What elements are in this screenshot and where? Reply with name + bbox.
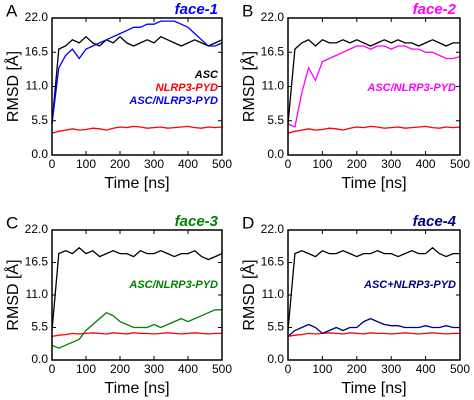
- y-tick-label: 5.5: [31, 113, 48, 127]
- x-tick-label: 0: [49, 157, 56, 171]
- x-axis-label: Time [ns]: [341, 380, 406, 397]
- y-tick-label: 0.0: [31, 147, 48, 161]
- y-tick-label: 5.5: [267, 320, 284, 334]
- x-tick-label: 400: [416, 157, 436, 171]
- y-tick-label: 0.0: [267, 147, 284, 161]
- panel-label: C: [6, 213, 18, 232]
- x-tick-label: 300: [144, 157, 164, 171]
- panel-label: A: [6, 1, 18, 20]
- series-line: [52, 20, 222, 124]
- x-tick-label: 400: [178, 362, 198, 376]
- x-tick-label: 400: [178, 157, 198, 171]
- x-tick-label: 0: [49, 362, 56, 376]
- y-tick-label: 0.0: [31, 352, 48, 366]
- x-tick-label: 500: [450, 362, 470, 376]
- legend-entry: ASC/NLRP3-PYD: [128, 95, 218, 107]
- x-tick-label: 300: [381, 362, 401, 376]
- chart-title: face-1: [175, 1, 218, 18]
- x-tick-label: 200: [347, 362, 367, 376]
- series-line: [288, 317, 460, 337]
- y-tick-label: 16.5: [25, 44, 49, 58]
- legend-entry: ASC+NLRP3-PYD: [363, 279, 456, 291]
- y-tick-label: 11.0: [26, 287, 49, 301]
- x-tick-label: 200: [347, 157, 367, 171]
- y-tick-label: 11.0: [26, 79, 49, 93]
- y-tick-label: 22.0: [25, 10, 49, 24]
- series-line: [52, 35, 222, 124]
- y-tick-label: 5.5: [31, 320, 48, 334]
- y-tick-label: 11.0: [262, 79, 285, 93]
- x-tick-label: 100: [76, 362, 96, 376]
- y-tick-label: 16.5: [261, 44, 285, 58]
- series-line: [288, 332, 460, 338]
- x-tick-label: 300: [144, 362, 164, 376]
- legend-entry: ASC: [194, 69, 219, 81]
- y-tick-label: 16.5: [261, 255, 285, 269]
- chart-title: face-3: [175, 213, 219, 230]
- x-tick-label: 0: [285, 157, 292, 171]
- x-tick-label: 100: [76, 157, 96, 171]
- y-axis-label: RMSD [Å]: [239, 51, 258, 122]
- y-tick-label: 22.0: [25, 222, 49, 236]
- series-line: [288, 45, 460, 128]
- y-axis-label: RMSD [Å]: [3, 259, 22, 330]
- y-axis-label: RMSD [Å]: [239, 259, 258, 330]
- x-tick-label: 0: [285, 362, 292, 376]
- x-tick-label: 200: [110, 157, 130, 171]
- x-tick-label: 400: [416, 362, 436, 376]
- chart-title: face-2: [413, 1, 457, 18]
- y-tick-label: 5.5: [267, 113, 284, 127]
- series-line: [52, 125, 222, 134]
- y-tick-label: 11.0: [262, 287, 285, 301]
- y-tick-label: 16.5: [25, 255, 49, 269]
- x-tick-label: 500: [212, 362, 232, 376]
- y-tick-label: 22.0: [261, 10, 285, 24]
- legend-entry: ASC/NLRP3-PYD: [366, 82, 456, 94]
- series-line: [52, 246, 222, 331]
- series-line: [288, 39, 460, 124]
- legend-entry: ASC/NLRP3-PYD: [128, 279, 218, 291]
- x-tick-label: 100: [312, 157, 332, 171]
- y-tick-label: 22.0: [261, 222, 285, 236]
- x-axis-label: Time [ns]: [104, 380, 169, 397]
- x-tick-label: 200: [110, 362, 130, 376]
- x-axis-label: Time [ns]: [341, 175, 406, 192]
- y-axis-label: RMSD [Å]: [3, 51, 22, 122]
- series-line: [288, 246, 460, 331]
- panel-label: B: [242, 1, 253, 20]
- chart-title: face-4: [413, 213, 457, 230]
- x-tick-label: 500: [212, 157, 232, 171]
- x-tick-label: 100: [312, 362, 332, 376]
- panel-label: D: [242, 213, 254, 232]
- x-tick-label: 500: [450, 157, 470, 171]
- x-tick-label: 300: [381, 157, 401, 171]
- legend-entry: NLRP3-PYD: [156, 82, 218, 94]
- x-axis-label: Time [ns]: [104, 175, 169, 192]
- series-line: [52, 332, 222, 338]
- series-line: [288, 125, 460, 134]
- series-line: [52, 309, 222, 349]
- y-tick-label: 0.0: [267, 352, 284, 366]
